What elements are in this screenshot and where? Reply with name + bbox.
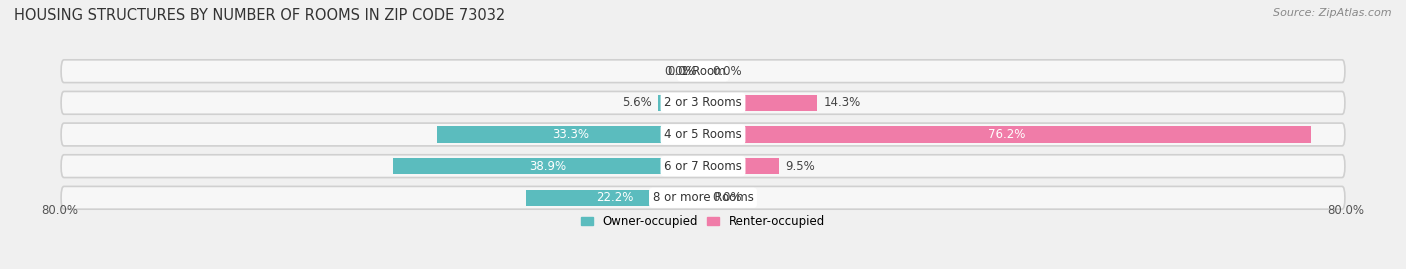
Text: 6 or 7 Rooms: 6 or 7 Rooms xyxy=(664,160,742,173)
Text: 0.0%: 0.0% xyxy=(666,65,696,78)
Bar xyxy=(703,126,1310,143)
Text: 8 or more Rooms: 8 or more Rooms xyxy=(652,191,754,204)
Bar xyxy=(703,95,817,111)
Text: 0.0%: 0.0% xyxy=(664,65,693,78)
Text: 1 Room: 1 Room xyxy=(681,65,725,78)
Bar xyxy=(392,158,703,174)
Text: 0.0%: 0.0% xyxy=(713,65,742,78)
Bar xyxy=(437,126,703,143)
Text: 80.0%: 80.0% xyxy=(42,204,79,217)
Text: 76.2%: 76.2% xyxy=(988,128,1025,141)
Text: Source: ZipAtlas.com: Source: ZipAtlas.com xyxy=(1274,8,1392,18)
Text: 0.0%: 0.0% xyxy=(713,191,742,204)
Text: 5.6%: 5.6% xyxy=(623,96,652,109)
Text: 4 or 5 Rooms: 4 or 5 Rooms xyxy=(664,128,742,141)
Text: HOUSING STRUCTURES BY NUMBER OF ROOMS IN ZIP CODE 73032: HOUSING STRUCTURES BY NUMBER OF ROOMS IN… xyxy=(14,8,505,23)
FancyBboxPatch shape xyxy=(60,60,1346,83)
FancyBboxPatch shape xyxy=(60,186,1346,209)
FancyBboxPatch shape xyxy=(60,91,1346,114)
Text: 33.3%: 33.3% xyxy=(551,128,589,141)
Bar xyxy=(526,190,703,206)
Text: 9.5%: 9.5% xyxy=(785,160,815,173)
Bar xyxy=(658,95,703,111)
Text: 2 or 3 Rooms: 2 or 3 Rooms xyxy=(664,96,742,109)
FancyBboxPatch shape xyxy=(60,123,1346,146)
Legend: Owner-occupied, Renter-occupied: Owner-occupied, Renter-occupied xyxy=(581,215,825,228)
Text: 38.9%: 38.9% xyxy=(529,160,567,173)
Text: 14.3%: 14.3% xyxy=(824,96,860,109)
Bar xyxy=(703,158,779,174)
Text: 22.2%: 22.2% xyxy=(596,191,633,204)
Text: 80.0%: 80.0% xyxy=(1327,204,1364,217)
FancyBboxPatch shape xyxy=(60,155,1346,178)
